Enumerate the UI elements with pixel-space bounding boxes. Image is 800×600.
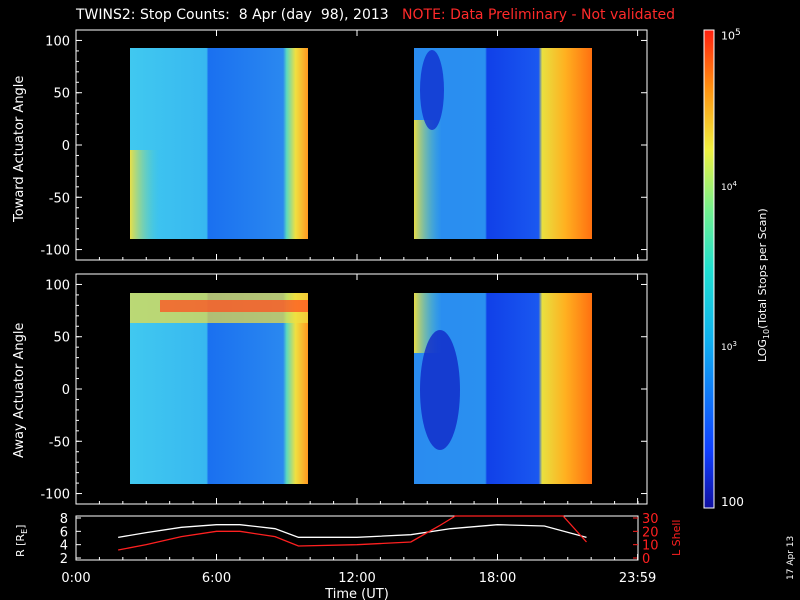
series-line-L <box>118 515 587 551</box>
ephem-ytick-left-label: 8 <box>60 512 68 527</box>
ephem-ytick-right-label: 20 <box>642 525 659 540</box>
away-heatmap <box>130 293 592 484</box>
toward-heatmap <box>130 48 592 239</box>
colorbar-1e4-label: 104 <box>721 180 737 193</box>
ytick-label: -100 <box>40 244 70 259</box>
series-line-R <box>118 524 587 538</box>
ephem-right-label: L Shell <box>670 519 683 556</box>
ephemeris-panel-frame <box>75 515 639 561</box>
title-note: NOTE: Data Preliminary - Not validated <box>402 7 676 23</box>
away-dark-blob <box>420 330 460 450</box>
toward-dark-blob <box>420 50 444 130</box>
title-main: TWINS2: Stop Counts: 8 Apr (day 98), 201… <box>76 7 389 23</box>
toward-warm-edge-1 <box>130 150 160 239</box>
ytick-label: -50 <box>49 191 70 206</box>
ephem-ytick-right-label: 30 <box>642 512 659 527</box>
ephem-left-label: R [RE] <box>14 524 30 557</box>
date-stamp: 17 Apr 13 <box>786 535 796 580</box>
toward-block-2 <box>414 48 592 239</box>
colorbar <box>703 29 715 509</box>
series-group <box>118 515 587 551</box>
colorbar-bottom-label: 100 <box>721 495 744 509</box>
axes-group: 100500-50-100100500-50-100864230201000:0… <box>40 30 659 600</box>
colorbar-1e3-label: 103 <box>721 340 737 353</box>
ephem-ytick-right-label: 0 <box>642 552 650 567</box>
ephem-ytick-left-label: 2 <box>60 552 68 567</box>
ytick-label: -100 <box>40 488 70 503</box>
ephem-ytick-right-label: 10 <box>642 539 659 554</box>
xtick-label: 18:00 <box>479 571 516 586</box>
figure-title: TWINS2: Stop Counts: 8 Apr (day 98), 201… <box>76 7 675 23</box>
xtick-label: 23:59 <box>619 571 656 586</box>
ytick-label: 50 <box>53 87 70 102</box>
ytick-label: 50 <box>53 331 70 346</box>
xtick-label: 12:00 <box>338 571 375 586</box>
xtick-label: 0:00 <box>61 571 90 586</box>
colorbar-top-label: 105 <box>721 28 741 43</box>
away-red-band <box>160 300 308 312</box>
ephem-ytick-left-label: 6 <box>60 525 68 540</box>
ytick-label: -50 <box>49 435 70 450</box>
xtick-label: 6:00 <box>202 571 231 586</box>
toward-warm-edge-2 <box>414 120 442 239</box>
xaxis-label: Time (UT) <box>324 587 389 600</box>
ytick-label: 0 <box>62 383 70 398</box>
ytick-label: 0 <box>62 139 70 154</box>
ephem-ytick-left-label: 4 <box>60 539 68 554</box>
ytick-label: 100 <box>45 34 70 49</box>
ytick-label: 100 <box>45 278 70 293</box>
away-block-1 <box>130 293 308 484</box>
colorbar-axis-label: LOG10(Total Stops per Scan) <box>756 208 772 362</box>
